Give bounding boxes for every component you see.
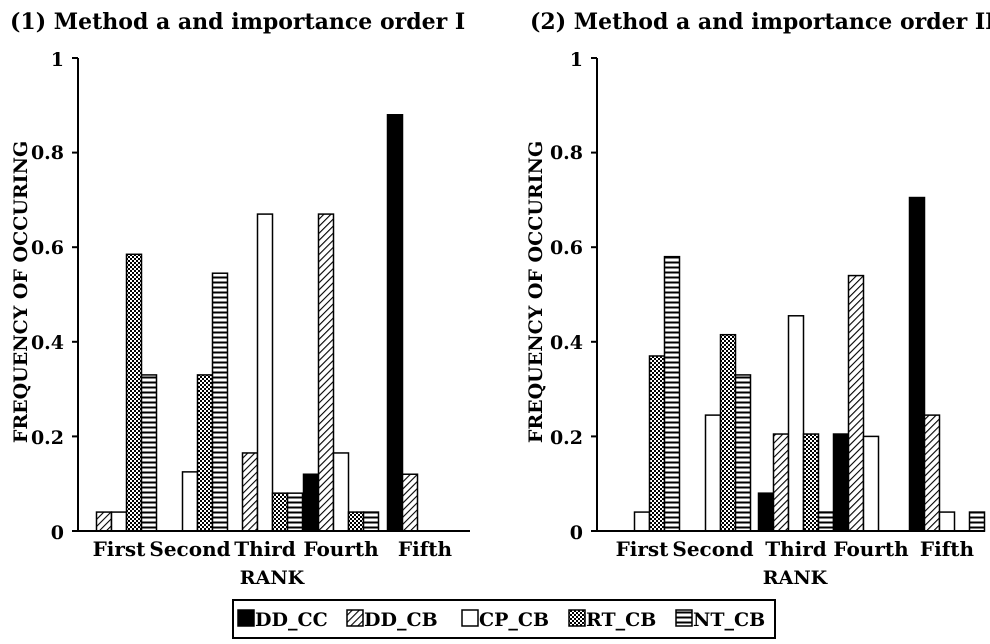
axes-1 [72,57,470,532]
legend-item-rt-cb: RT_CB [568,609,656,631]
legend-swatch [461,609,479,627]
y-tick-label: 0.6 [31,237,64,259]
legend-item-cp-cb: CP_CB [461,609,549,631]
y-tick-label: 0.8 [31,142,64,164]
bar-nt-cb [663,255,681,532]
legend-label: RT_CB [586,609,656,631]
bar-dd-cb [772,433,790,532]
bar-dd-cb [241,452,259,532]
y-tick-label: 0.8 [550,142,583,164]
y-tick-label: 0.6 [550,237,583,259]
legend-label: CP_CB [479,609,549,631]
bars-2 [633,196,986,532]
chart-panel-1: (1) Method a and importance order I FREQ… [10,9,470,589]
bar-cp-cb [332,452,350,532]
bars-1 [95,114,419,532]
chart-title-2: (2) Method a and importance order II [530,9,990,35]
bar-rt-cb [196,374,214,532]
y-axis-label-2: FREQUENCY OF OCCURING [525,141,547,443]
axes-2 [591,57,985,532]
bar-rt-cb [802,433,820,532]
bar-nt-cb [362,511,380,532]
y-axis-label-1: FREQUENCY OF OCCURING [10,141,32,443]
bar-dd-cc [757,492,775,532]
x-tick-label: Fifth [920,537,975,561]
bar-cp-cb [938,511,956,532]
legend-swatch [568,609,586,627]
bar-rt-cb [648,355,666,532]
x-tick-label: Fourth [833,537,909,561]
legend-swatch [237,609,255,627]
legend-label: DD_CC [255,609,328,631]
y-tick-label: 1 [51,49,64,71]
chart-panel-2: (2) Method a and importance order II FRE… [525,9,990,589]
bar-nt-cb [286,492,304,532]
y-tick-label: 0 [51,522,64,544]
y-tick-label: 0.4 [31,332,64,354]
bar-cp-cb [256,213,274,532]
bar-cp-cb [862,435,880,532]
bar-rt-cb [719,333,737,532]
bar-dd-cb [317,213,335,532]
legend-item-nt-cb: NT_CB [675,609,765,631]
bar-dd-cc [302,473,320,532]
bar-cp-cb [787,315,805,532]
bar-nt-cb [734,374,752,532]
x-tick-label: First [93,537,147,561]
bar-rt-cb [347,511,365,532]
y-tick-labels-2: 0 0.2 0.4 0.6 0.8 1 [550,49,583,544]
y-tick-label: 0.4 [550,332,583,354]
bar-nt-cb [211,272,229,532]
bar-dd-cc [908,196,926,532]
bar-dd-cb [95,511,113,532]
legend-label: DD_CB [364,609,438,631]
legend: DD_CC DD_CB CP_CB RT_CB NT_CB [232,599,776,639]
bar-rt-cb [271,492,289,532]
x-tick-label: Second [672,537,753,561]
legend-item-dd-cb: DD_CB [346,609,438,631]
bar-rt-cb [125,253,143,532]
bar-cp-cb [110,511,128,532]
bar-dd-cc [386,114,404,532]
bar-dd-cc [832,433,850,532]
y-tick-labels-1: 0 0.2 0.4 0.6 0.8 1 [31,49,64,544]
bar-cp-cb [181,471,199,532]
bar-nt-cb [140,374,158,532]
x-tick-label: Third [765,537,827,561]
x-tick-labels-2: First Second Third Fourth Fifth [616,537,975,561]
bar-nt-cb [817,511,835,532]
y-tick-label: 1 [570,49,583,71]
bar-cp-cb [704,414,722,532]
y-tick-label: 0.2 [550,427,583,449]
legend-swatch [675,609,693,627]
bar-nt-cb [968,511,986,532]
legend-label: NT_CB [693,609,765,631]
x-tick-label: First [616,537,670,561]
bar-cp-cb [633,511,651,532]
x-axis-label-1: RANK [240,567,306,589]
x-tick-label: Fourth [303,537,379,561]
legend-swatch [346,609,364,627]
chart-title-1: (1) Method a and importance order I [10,9,465,35]
y-tick-label: 0 [570,522,583,544]
bar-dd-cb [401,473,419,532]
y-tick-label: 0.2 [31,427,64,449]
bar-dd-cb [847,274,865,532]
x-tick-label: Fifth [398,537,453,561]
x-tick-labels-1: First Second Third Fourth Fifth [93,537,453,561]
legend-item-dd-cc: DD_CC [237,609,328,631]
x-tick-label: Third [234,537,296,561]
bar-dd-cb [923,414,941,532]
x-axis-label-2: RANK [763,567,829,589]
x-tick-label: Second [149,537,230,561]
